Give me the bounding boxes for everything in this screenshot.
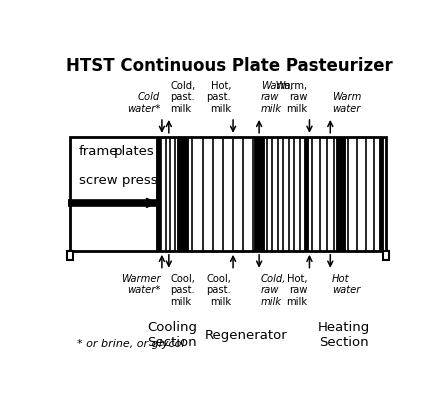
Text: Hot
water: Hot water: [332, 274, 360, 295]
Bar: [383, 251, 389, 260]
Text: HTST Continuous Plate Pasteurizer: HTST Continuous Plate Pasteurizer: [66, 57, 393, 75]
Bar: [70, 137, 386, 251]
Text: Hot,
raw
milk: Hot, raw milk: [287, 274, 308, 307]
Text: frame: frame: [78, 145, 118, 158]
Text: Warm,
raw
milk: Warm, raw milk: [276, 81, 308, 114]
Text: Cooling
Section: Cooling Section: [147, 321, 197, 349]
Text: Cool,
past.
milk: Cool, past. milk: [171, 274, 195, 307]
Text: Cool,
past.
milk: Cool, past. milk: [207, 274, 231, 307]
Text: Regenerator: Regenerator: [205, 329, 288, 342]
Text: Warm
water: Warm water: [332, 92, 362, 114]
Text: plates: plates: [114, 145, 155, 158]
Text: Cold
water*: Cold water*: [127, 92, 160, 114]
Text: Warmer
water*: Warmer water*: [121, 274, 160, 295]
Bar: [67, 251, 73, 260]
Text: Warm,
raw
milk: Warm, raw milk: [261, 81, 293, 114]
Text: Heating
Section: Heating Section: [317, 321, 370, 349]
Text: Hot,
past.
milk: Hot, past. milk: [207, 81, 231, 114]
Text: Cold,
raw
milk: Cold, raw milk: [261, 274, 286, 307]
Text: screw press: screw press: [78, 174, 157, 187]
Text: * or brine, or glycol: * or brine, or glycol: [77, 339, 184, 349]
Text: Cold,
past.
milk: Cold, past. milk: [171, 81, 196, 114]
